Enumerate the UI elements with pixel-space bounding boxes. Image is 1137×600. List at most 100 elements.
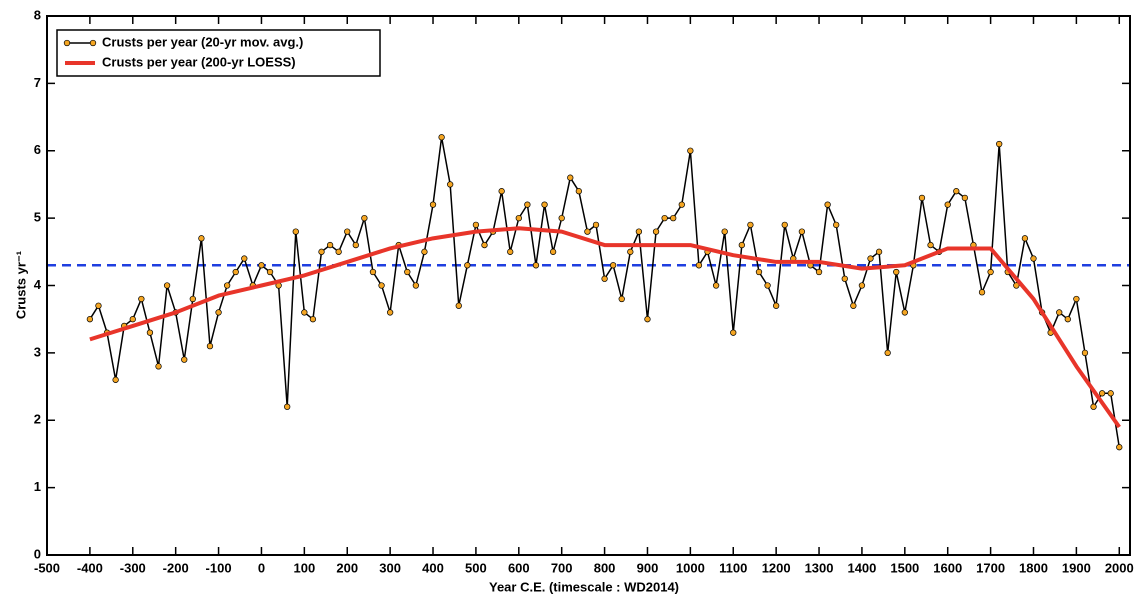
data-point <box>412 282 420 289</box>
data-point <box>558 214 565 222</box>
data-point <box>429 201 437 208</box>
data-point <box>978 289 986 296</box>
data-point <box>944 201 951 208</box>
data-point <box>815 268 823 276</box>
data-point <box>481 241 488 249</box>
data-point <box>833 221 840 229</box>
data-point <box>850 302 857 309</box>
data-point <box>189 295 196 303</box>
data-point <box>369 268 377 276</box>
x-tick-label: 1800 <box>1019 560 1048 575</box>
data-point <box>378 282 385 289</box>
data-point <box>867 255 874 262</box>
data-point <box>927 241 934 249</box>
data-point <box>721 228 728 235</box>
x-tick-label: 700 <box>551 560 573 575</box>
legend-marker <box>89 39 97 47</box>
x-tick-label: 600 <box>508 560 530 575</box>
data-point <box>404 268 411 276</box>
x-tick-label: 1900 <box>1062 560 1091 575</box>
data-point <box>1116 444 1123 451</box>
data-point <box>584 228 591 235</box>
data-point <box>498 188 505 195</box>
x-tick-label: 400 <box>422 560 444 575</box>
y-tick-label: 6 <box>34 142 41 157</box>
x-tick-label: 1500 <box>890 560 919 575</box>
data-point <box>567 174 574 181</box>
data-point <box>1073 295 1080 303</box>
data-point <box>215 309 222 316</box>
data-point <box>447 181 454 188</box>
data-point <box>309 316 317 323</box>
data-point <box>464 262 471 269</box>
y-tick-label: 1 <box>34 479 41 494</box>
data-point <box>386 309 394 316</box>
data-point <box>592 221 600 229</box>
data-point <box>344 228 351 235</box>
data-point <box>1107 390 1114 397</box>
data-point <box>326 241 334 249</box>
data-point <box>549 248 557 255</box>
x-tick-label: 0 <box>258 560 265 575</box>
data-point <box>1064 316 1071 323</box>
legend-label: Crusts per year (200-yr LOESS) <box>102 54 296 69</box>
data-point <box>772 302 780 309</box>
data-point <box>421 248 428 255</box>
data-point <box>996 140 1003 148</box>
x-tick-label: 2000 <box>1105 560 1134 575</box>
x-tick-label: 1400 <box>847 560 876 575</box>
data-point <box>507 248 514 255</box>
data-point <box>301 309 308 316</box>
x-tick-label: 800 <box>594 560 616 575</box>
data-point <box>824 201 831 208</box>
data-point <box>730 329 737 336</box>
legend-box <box>56 29 381 77</box>
data-point <box>515 214 522 222</box>
data-point <box>884 349 891 357</box>
data-point <box>284 403 291 410</box>
data-point <box>738 241 745 249</box>
x-tick-label: 1000 <box>676 560 705 575</box>
data-point <box>764 282 771 289</box>
data-point <box>670 214 677 222</box>
data-point <box>86 316 94 323</box>
y-tick-label: 0 <box>34 546 41 561</box>
data-point <box>335 248 342 255</box>
data-point <box>961 194 969 202</box>
data-point <box>155 363 162 370</box>
plot-frame <box>46 15 1131 556</box>
data-point <box>532 262 540 269</box>
data-point <box>601 275 608 282</box>
data-point <box>635 228 643 235</box>
y-tick-label: 7 <box>34 75 41 90</box>
data-point <box>781 221 788 229</box>
data-point <box>198 235 205 242</box>
x-tick-label: 100 <box>293 560 315 575</box>
x-tick-label: -300 <box>120 560 146 575</box>
data-point <box>455 302 462 309</box>
data-point <box>318 248 325 255</box>
data-point <box>352 241 359 249</box>
x-tick-label: 300 <box>379 560 401 575</box>
data-point <box>678 201 685 208</box>
data-point <box>1013 282 1020 289</box>
data-point <box>163 282 171 289</box>
x-tick-label: 1200 <box>762 560 791 575</box>
data-point <box>1081 349 1089 357</box>
y-tick-label: 5 <box>34 210 41 225</box>
data-point <box>1056 309 1063 316</box>
data-point <box>541 201 548 208</box>
data-point <box>1098 390 1106 397</box>
data-point <box>987 268 994 276</box>
x-tick-label: 1300 <box>805 560 834 575</box>
x-tick-label: 900 <box>637 560 659 575</box>
data-point <box>712 282 720 289</box>
data-point <box>361 214 368 222</box>
x-axis-label: Year C.E. (timescale : WD2014) <box>489 579 679 594</box>
data-point <box>138 295 145 303</box>
y-axis-label: Crusts yr⁻¹ <box>13 251 28 319</box>
series-line <box>89 136 1121 448</box>
data-point <box>146 329 154 336</box>
data-point <box>652 228 660 235</box>
